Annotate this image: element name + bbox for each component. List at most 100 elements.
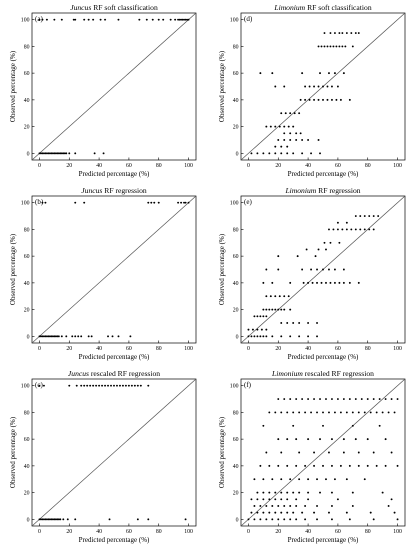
data-point xyxy=(157,201,160,204)
data-point xyxy=(45,335,48,338)
data-point xyxy=(74,335,77,338)
data-point xyxy=(121,384,124,387)
data-point xyxy=(287,295,290,298)
data-point xyxy=(151,18,154,21)
data-point xyxy=(314,255,317,258)
data-point xyxy=(292,152,295,155)
data-point xyxy=(368,228,371,231)
data-point xyxy=(368,215,371,217)
data-point xyxy=(74,201,77,204)
data-point xyxy=(325,248,327,251)
data-point xyxy=(129,335,132,338)
data-point xyxy=(83,384,86,387)
data-point xyxy=(44,152,47,155)
x-tick-label: 60 xyxy=(126,529,132,535)
data-point xyxy=(86,384,89,387)
chart-title-method: rescaled RF regression xyxy=(303,369,374,378)
data-point xyxy=(307,398,310,400)
data-point xyxy=(295,438,298,441)
data-point xyxy=(50,518,53,521)
data-point xyxy=(184,201,187,204)
x-axis-label: Predicted percentage (%) xyxy=(79,170,150,178)
data-point xyxy=(329,281,332,284)
data-point xyxy=(372,518,375,521)
data-point xyxy=(59,152,62,155)
data-point xyxy=(262,308,265,311)
data-point xyxy=(262,335,265,338)
data-point xyxy=(271,518,274,521)
data-point xyxy=(283,505,286,507)
data-point xyxy=(39,518,42,521)
data-point xyxy=(289,478,292,481)
data-point xyxy=(298,451,301,454)
data-point xyxy=(268,308,271,311)
data-point xyxy=(292,322,295,324)
x-tick-label: 80 xyxy=(156,163,162,169)
y-tick-label: 0 xyxy=(236,517,239,523)
data-point xyxy=(351,491,354,494)
x-tick-label: 20 xyxy=(275,529,281,535)
data-point xyxy=(92,384,95,387)
data-point xyxy=(328,72,330,75)
data-point xyxy=(304,98,307,101)
data-point xyxy=(363,478,366,481)
data-point xyxy=(345,32,348,34)
data-point xyxy=(333,32,336,34)
data-point xyxy=(274,511,277,514)
data-point xyxy=(68,152,71,155)
data-point xyxy=(378,424,381,427)
data-point xyxy=(296,255,299,258)
data-point xyxy=(289,518,292,521)
data-point xyxy=(305,248,308,251)
data-point xyxy=(295,464,298,467)
data-point xyxy=(71,335,74,338)
data-point xyxy=(351,411,354,414)
data-point xyxy=(396,398,399,400)
chart-title: Juncus rescaled RF regression xyxy=(68,369,160,378)
data-point xyxy=(338,32,341,34)
y-tick-label: 20 xyxy=(24,491,30,497)
data-point xyxy=(48,518,51,521)
data-point xyxy=(341,228,344,231)
x-tick-label: 20 xyxy=(66,346,72,352)
data-point xyxy=(87,335,90,338)
data-point xyxy=(313,398,316,400)
data-point xyxy=(286,464,289,467)
data-point xyxy=(322,98,324,101)
data-point xyxy=(283,139,286,141)
data-point xyxy=(150,201,153,204)
data-point xyxy=(277,518,280,521)
data-point xyxy=(351,45,354,48)
data-point xyxy=(265,328,268,331)
data-point xyxy=(317,248,320,251)
chart-title-species: Juncus xyxy=(70,3,91,12)
data-point xyxy=(268,511,271,514)
data-point xyxy=(381,491,384,494)
data-point xyxy=(250,335,253,338)
chart-title: Juncus RF regression xyxy=(81,186,147,195)
data-point xyxy=(369,511,372,514)
data-point xyxy=(41,201,44,204)
x-tick-label: 60 xyxy=(335,529,341,535)
data-point xyxy=(53,152,56,155)
data-point xyxy=(283,125,286,128)
y-tick-label: 100 xyxy=(230,384,239,390)
data-point xyxy=(110,384,112,387)
y-tick-label: 0 xyxy=(236,151,239,157)
data-point xyxy=(333,72,336,75)
data-point xyxy=(271,281,274,284)
data-point xyxy=(280,335,283,338)
chart-title-method: RF regression xyxy=(102,186,146,195)
data-point xyxy=(375,464,378,467)
y-tick-label: 80 xyxy=(233,227,239,233)
data-point xyxy=(74,18,77,21)
data-point xyxy=(289,398,292,400)
data-point xyxy=(57,335,60,338)
data-point xyxy=(363,228,366,231)
data-point xyxy=(319,72,321,75)
x-tick-label: 60 xyxy=(335,346,341,352)
x-tick-label: 0 xyxy=(247,163,250,169)
data-point xyxy=(330,505,333,507)
data-point xyxy=(47,152,50,155)
data-point xyxy=(41,18,44,21)
